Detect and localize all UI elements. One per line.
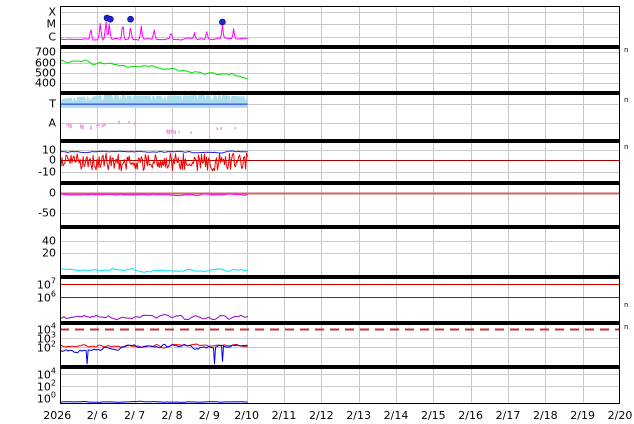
right-edge-marker: n xyxy=(624,143,629,151)
series-alpha-scatter xyxy=(66,120,237,135)
series-bt-envelope xyxy=(60,150,248,154)
x-tick-label: 2/13 xyxy=(346,409,372,422)
flare-marker[interactable] xyxy=(107,15,114,23)
x-tick-label: 2026 xyxy=(43,409,72,422)
panel-imf-bz xyxy=(60,142,620,182)
panel-dst-index xyxy=(60,184,620,226)
x-tick-label: 2/ 7 xyxy=(124,409,146,422)
plot-area-proton-temp xyxy=(60,94,620,140)
series-ae xyxy=(60,268,248,273)
plot-area-imf-bz xyxy=(60,142,620,182)
plot-area-geomagnetic-bottom xyxy=(60,368,620,404)
series-electron-e1 xyxy=(60,343,248,349)
panel-divider xyxy=(60,226,620,229)
x-tick-label: 2/15 xyxy=(420,409,446,422)
panel-proton-temp xyxy=(60,94,620,140)
panel-electron-flux xyxy=(60,324,620,366)
x-tick-label: 2/ 9 xyxy=(198,409,220,422)
series-proton-flux xyxy=(60,313,248,321)
x-tick-label: 2/ 6 xyxy=(86,409,108,422)
x-tick-label: 2/20 xyxy=(607,409,633,422)
plot-area-kp-index xyxy=(60,228,620,276)
series-magnetometer xyxy=(60,400,248,403)
panel-geomagnetic-bottom xyxy=(60,368,620,404)
series-dst xyxy=(60,193,248,197)
x-tick-label: 2/14 xyxy=(383,409,409,422)
series-bz xyxy=(60,152,249,172)
plot-area-xray-flux xyxy=(60,6,620,46)
series-electron-e2 xyxy=(60,343,248,365)
plot-area-solar-wind-speed xyxy=(60,48,620,92)
x-tick-label: 2/18 xyxy=(532,409,558,422)
right-edge-marker: n xyxy=(624,46,629,54)
flare-marker[interactable] xyxy=(127,15,134,23)
panel-kp-index xyxy=(60,228,620,276)
panel-divider xyxy=(60,182,620,185)
series-xray-long xyxy=(60,21,248,41)
panel-divider xyxy=(60,140,620,143)
x-tick-label: 2/11 xyxy=(271,409,297,422)
x-tick-label: 2/ 8 xyxy=(161,409,183,422)
right-edge-marker: n xyxy=(624,323,629,331)
series-wind-speed xyxy=(60,59,248,80)
right-edge-marker: n xyxy=(624,96,629,104)
plot-area-dst-index xyxy=(60,184,620,226)
panel-xray-flux xyxy=(60,6,620,46)
plot-area-proton-density xyxy=(60,278,620,322)
panel-divider xyxy=(60,366,620,369)
flare-marker[interactable] xyxy=(219,18,226,26)
x-tick-label: 2/19 xyxy=(570,409,596,422)
panel-divider xyxy=(60,322,620,325)
x-tick-label: 2/10 xyxy=(234,409,260,422)
right-edge-marker: n xyxy=(624,301,629,309)
panel-proton-density xyxy=(60,278,620,322)
panel-divider xyxy=(60,92,620,95)
x-tick-label: 2/12 xyxy=(308,409,334,422)
x-tick-label: 2/16 xyxy=(458,409,484,422)
x-tick-label: 2/17 xyxy=(495,409,521,422)
panel-divider xyxy=(60,46,620,49)
plot-area-electron-flux xyxy=(60,324,620,366)
panel-divider xyxy=(60,276,620,279)
panel-solar-wind-speed xyxy=(60,48,620,92)
